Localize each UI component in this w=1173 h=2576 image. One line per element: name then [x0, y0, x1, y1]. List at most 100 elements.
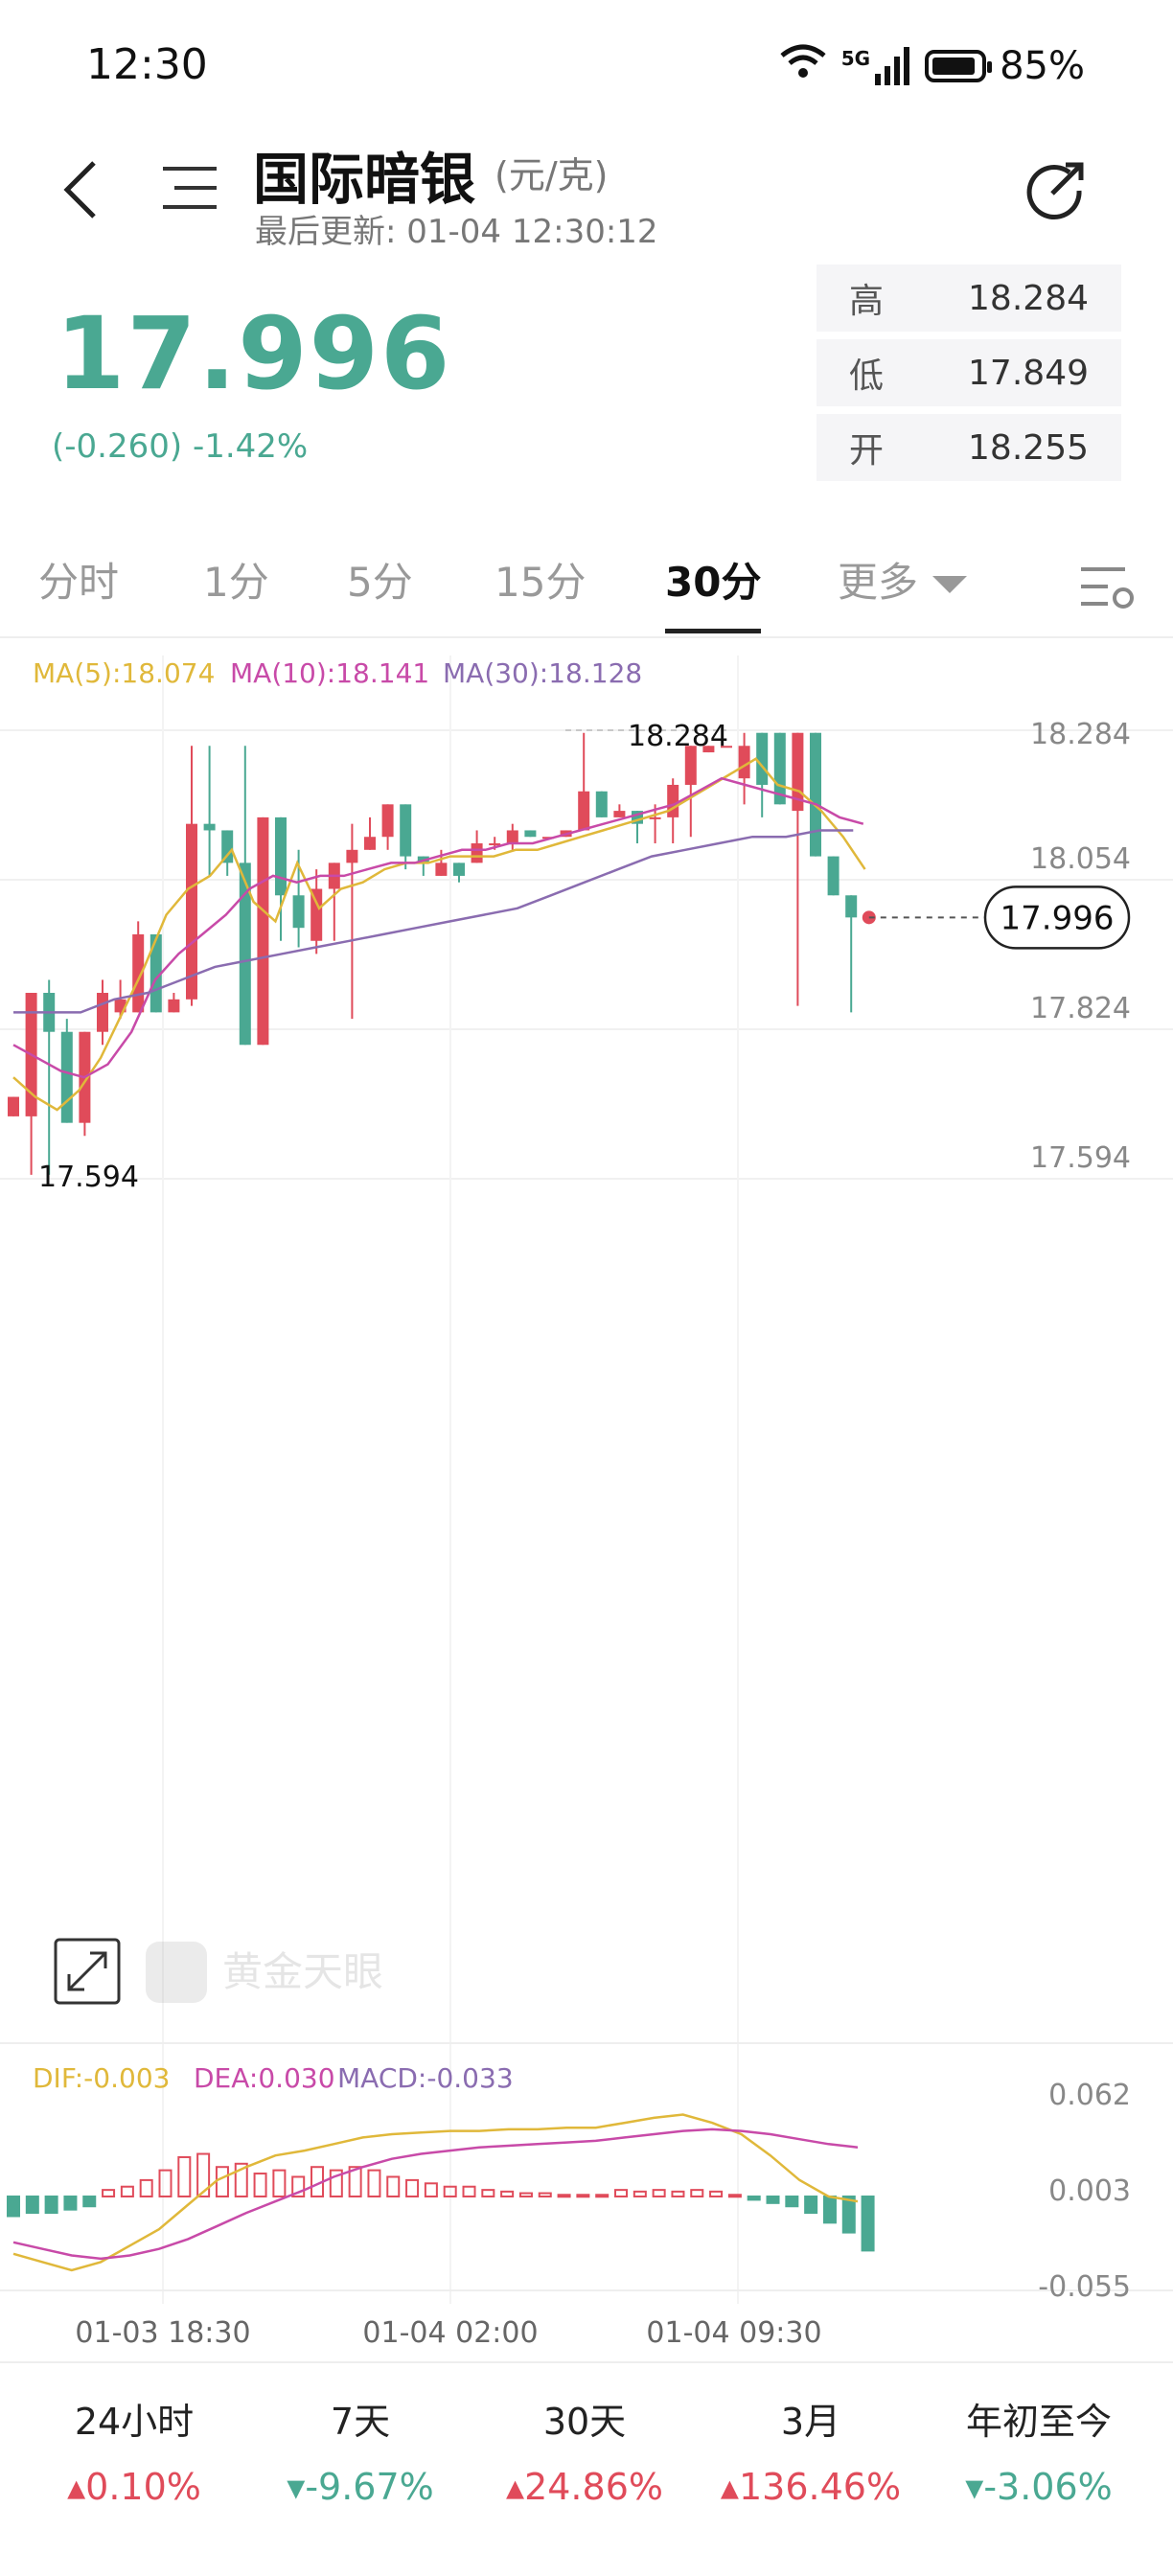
macd-bar: [709, 2190, 724, 2197]
period-24h[interactable]: 24小时 ▴0.10%: [19, 2392, 249, 2508]
candles: [8, 732, 875, 1175]
macd-bar: [632, 2190, 647, 2197]
triangle-up-icon: ▴: [506, 2466, 525, 2508]
triangle-down-icon: ▾: [287, 2466, 306, 2508]
candle: [221, 830, 234, 863]
macd-bar: [7, 2195, 20, 2218]
candle: [721, 746, 732, 748]
tab-15min[interactable]: 15分: [494, 559, 586, 606]
wifi-icon: [778, 42, 828, 90]
chevron-left-icon: [63, 161, 96, 218]
macd-bar: [841, 2195, 856, 2234]
candle: [186, 823, 197, 1000]
tab-more[interactable]: 更多: [838, 550, 969, 609]
macd-bar: [576, 2194, 590, 2198]
y-tick-label: 18.054: [1030, 842, 1131, 876]
stat-value: 18.255: [968, 427, 1089, 468]
period-30d[interactable]: 30天 ▴24.86%: [470, 2392, 700, 2508]
macd-bar: [44, 2195, 58, 2215]
macd-bar: [804, 2195, 818, 2215]
x-tick-label: 01-03 18:30: [75, 2316, 250, 2350]
signal-icon: 5G: [841, 47, 911, 85]
macd-bar: [329, 2169, 343, 2197]
macd-bar: [348, 2166, 362, 2197]
macd-y-tick: -0.055: [1038, 2270, 1131, 2304]
macd-bar: [443, 2185, 457, 2197]
triangle-down-icon: [932, 575, 968, 593]
candle: [471, 843, 483, 863]
candle: [524, 830, 537, 838]
watermark-text: 黄金天眼: [222, 1948, 383, 1995]
candlestick-chart[interactable]: MA(5):18.074 MA(10):18.141 MA(30):18.128…: [0, 636, 1173, 2361]
page-title: 国际暗银: [253, 147, 476, 212]
tab-5min[interactable]: 5分: [347, 559, 413, 606]
macd-y-tick: 0.003: [1048, 2174, 1131, 2208]
low-label: 17.594: [38, 1161, 139, 1194]
ma10-legend: MA(10):18.141: [230, 657, 429, 689]
y-tick-label: 17.594: [1030, 1141, 1131, 1175]
interval-tabs: 分时 1分 5分 15分 30分 更多: [0, 537, 1173, 638]
candle: [346, 849, 358, 863]
candle: [203, 823, 216, 831]
period-label: 3月: [780, 2401, 841, 2443]
triangle-down-icon: ▾: [965, 2466, 984, 2508]
stat-low: 低 17.849: [816, 339, 1121, 406]
stat-value: 18.284: [968, 278, 1089, 318]
battery-percent: 85%: [1000, 44, 1085, 88]
macd-bar: [158, 2169, 172, 2197]
candle: [275, 816, 287, 896]
period-7d[interactable]: 7天 ▾-9.67%: [245, 2392, 475, 2508]
macd-y-tick: 0.062: [1048, 2079, 1131, 2112]
tab-more-label: 更多: [838, 559, 919, 606]
macd-bar: [481, 2189, 495, 2197]
settings-icon: [1081, 567, 1134, 609]
period-3m[interactable]: 3月 ▴136.46%: [696, 2392, 926, 2508]
back-button[interactable]: [58, 159, 105, 220]
period-value: ▴0.10%: [67, 2466, 201, 2508]
tab-30min[interactable]: 30分: [665, 559, 762, 606]
candle: [810, 732, 821, 857]
candle: [8, 1096, 19, 1116]
candle: [435, 862, 448, 876]
period-value: ▴24.86%: [506, 2466, 663, 2508]
macd-bar: [253, 2173, 267, 2197]
stat-value: 17.849: [968, 353, 1089, 393]
macd-bar: [405, 2178, 420, 2197]
chart-settings-button[interactable]: [1079, 565, 1137, 623]
macd-bar: [462, 2185, 476, 2197]
ma-legend: MA(5):18.074 MA(10):18.141 MA(30):18.128: [33, 657, 642, 689]
macd-bar: [671, 2190, 685, 2197]
tab-timeshare[interactable]: 分时: [38, 559, 120, 606]
last-updated: 最后更新: 01-04 12:30:12: [255, 213, 658, 251]
last-price-label: 17.996: [1000, 899, 1115, 937]
period-value: ▾-9.67%: [287, 2466, 434, 2508]
dea-line: [12, 2128, 859, 2261]
high-label: 18.284: [628, 720, 728, 753]
macd-bar: [614, 2189, 629, 2197]
candle: [239, 862, 251, 1046]
macd-bar: [822, 2195, 837, 2224]
macd-bar: [766, 2195, 780, 2204]
price-unit: (元/克): [494, 154, 609, 196]
menu-button[interactable]: [161, 165, 218, 213]
period-ytd[interactable]: 年初至今 ▾-3.06%: [924, 2392, 1154, 2508]
macd-bar: [82, 2195, 97, 2208]
macd-bar: [102, 2189, 116, 2197]
stat-open: 开 18.255: [816, 414, 1121, 481]
list-icon: [163, 167, 217, 209]
macd-bar: [196, 2152, 211, 2197]
y-tick-label: 17.824: [1030, 992, 1131, 1025]
candle: [132, 933, 145, 1013]
macd-bar: [215, 2166, 229, 2197]
candle: [381, 804, 394, 838]
battery-icon: [925, 50, 993, 82]
share-button[interactable]: [1024, 159, 1087, 222]
period-label: 7天: [330, 2401, 391, 2443]
macd-bar: [690, 2189, 704, 2197]
macd-bar: [747, 2195, 761, 2201]
tab-1min[interactable]: 1分: [203, 559, 269, 606]
period-label: 24小时: [74, 2401, 195, 2443]
macd-bar: [595, 2194, 610, 2198]
macd-legend: DEA:0.030: [194, 2062, 335, 2094]
macd-bar: [861, 2195, 875, 2252]
